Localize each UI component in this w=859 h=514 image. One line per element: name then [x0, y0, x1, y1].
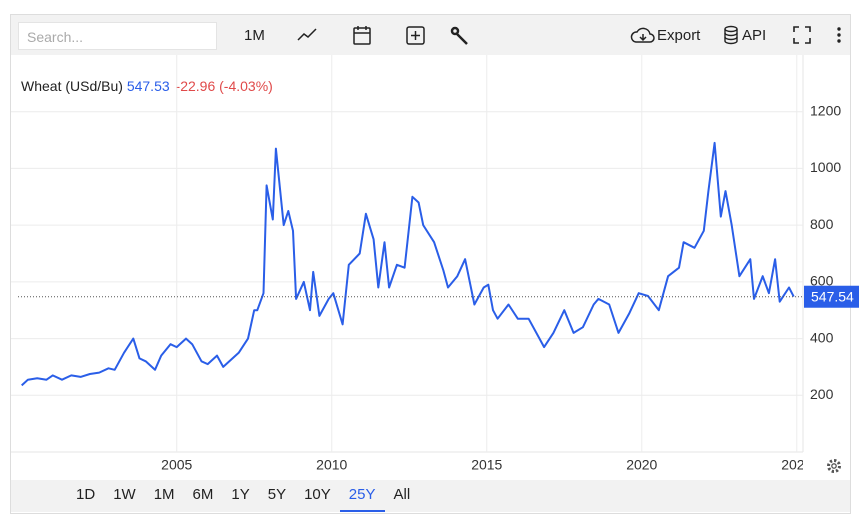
y-tick-label: 400	[810, 329, 834, 345]
wrench-icon[interactable]	[450, 26, 468, 45]
calendar-icon[interactable]	[353, 26, 371, 45]
x-tick-label: 2015	[471, 457, 502, 473]
price-line	[21, 141, 795, 387]
y-tick-label: 1000	[810, 159, 841, 175]
price-header: Wheat (USd/Bu) 547.53 -22.96 (-4.03%)	[21, 78, 273, 94]
y-tick-label: 200	[810, 386, 834, 402]
instrument-name: Wheat (USd/Bu)	[21, 78, 123, 94]
x-tick-label: 2010	[316, 457, 347, 473]
api-icon[interactable]	[723, 25, 741, 45]
interval-button[interactable]: 1M	[244, 27, 265, 44]
range-button[interactable]: 1W	[113, 486, 136, 503]
y-tick-label: 600	[810, 273, 834, 289]
range-button[interactable]: 5Y	[267, 486, 287, 503]
range-button[interactable]: 25Y	[339, 480, 385, 512]
range-button[interactable]: 1Y	[231, 486, 250, 503]
range-bar	[11, 480, 850, 512]
toolbar-icons	[297, 26, 468, 45]
y-tick-label: 800	[810, 216, 834, 232]
x-tick-label: 2025	[781, 457, 812, 473]
search-box[interactable]: Search...	[18, 22, 217, 50]
add-icon[interactable]	[406, 26, 425, 45]
toolbar-right-icons	[793, 26, 841, 44]
search-placeholder: Search...	[27, 29, 84, 45]
price-change: -22.96 (-4.03%)	[175, 78, 273, 94]
settings-icon[interactable]	[824, 456, 844, 476]
export-icon[interactable]	[630, 25, 656, 47]
range-button[interactable]: All	[393, 486, 411, 503]
range-button[interactable]: 1D	[76, 486, 96, 503]
price: 547.53	[126, 78, 170, 94]
last-value-tag-bg	[804, 285, 859, 308]
range-button[interactable]: 1M	[153, 486, 175, 503]
chart: 2005 2010 2015 2020 2025 200 400 600 800 1000 120…	[11, 55, 859, 473]
range-button[interactable]: 6M	[192, 486, 214, 503]
range-button[interactable]: 10Y	[304, 486, 331, 503]
export-button[interactable]: Export	[657, 27, 701, 44]
line-icon[interactable]	[297, 28, 317, 41]
y-tick-label: 1200	[810, 102, 841, 118]
menu-icon[interactable]	[837, 27, 841, 43]
range-buttons: 1D 1W 1M 6M 1Y 5Y 10Y 25Y All	[67, 480, 419, 512]
fullscreen-icon[interactable]	[793, 26, 811, 44]
plot-area: 2005 2010 2015 2020 2025	[161, 55, 812, 473]
x-tick-label: 2020	[626, 457, 657, 473]
last-value-tag: 547.54	[811, 288, 854, 304]
api-button[interactable]: API	[742, 27, 767, 44]
x-tick-label: 2005	[161, 457, 192, 473]
